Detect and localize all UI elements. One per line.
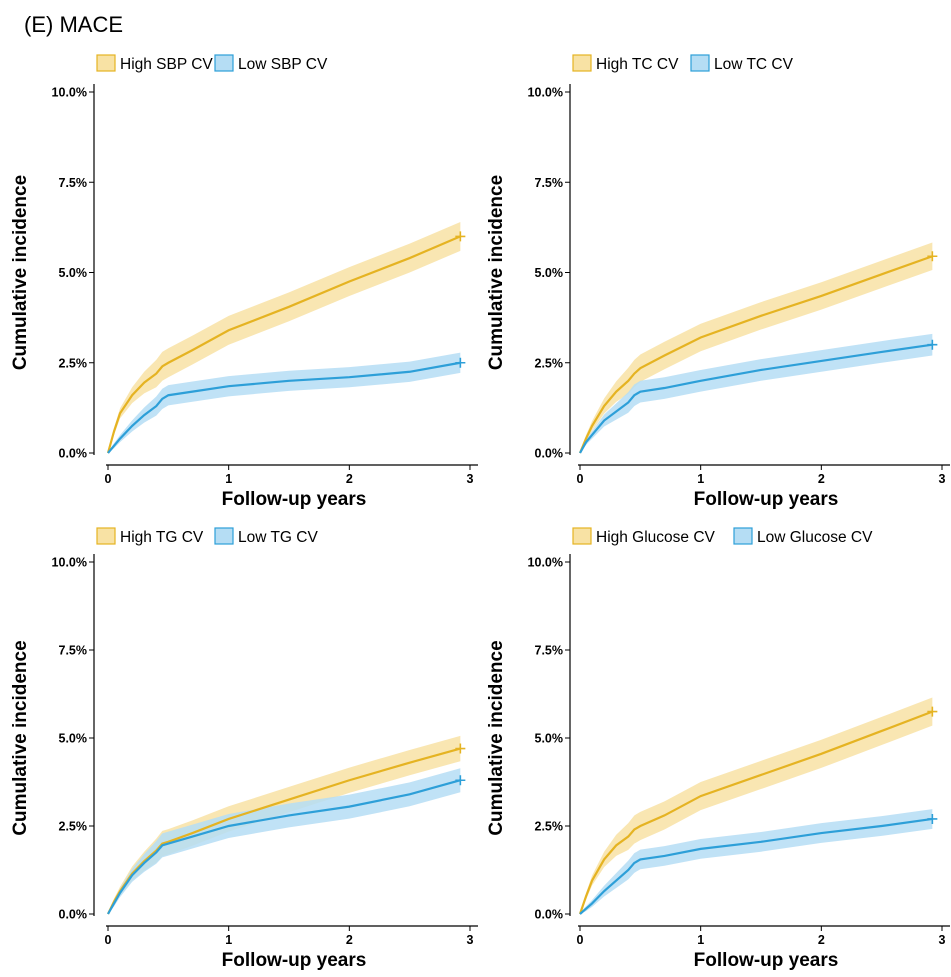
censor-mark	[455, 357, 466, 368]
y-tick-label: 2.5%	[535, 820, 564, 834]
chart-panel-glucose: 0.0% 2.5% 5.0% 7.5% 10.0% 0 1 2 3 Follow-up years…	[486, 527, 950, 971]
censor-mark	[455, 775, 466, 786]
x-tick-label: 1	[225, 933, 232, 947]
series-line-high	[106, 235, 461, 454]
x-tick-label: 2	[346, 933, 353, 947]
series-line-high	[578, 255, 933, 454]
x-tick-label: 2	[818, 472, 825, 486]
censor-mark	[927, 813, 938, 824]
censor-mark	[455, 743, 466, 754]
ci-band-low	[108, 352, 461, 453]
y-tick-label: 0.0%	[59, 447, 88, 461]
legend-swatch-high	[572, 527, 592, 545]
censor-mark	[927, 251, 938, 262]
x-tick-label: 1	[225, 472, 232, 486]
series-line-low	[579, 817, 933, 915]
x-tick-label: 0	[577, 472, 584, 486]
legend-label-low: Low SBP CV	[238, 56, 328, 73]
chart-panel-sbp: 0.0% 2.5% 5.0% 7.5% 10.0% 0 1 2 3 Follow-up years…	[10, 54, 478, 510]
y-tick-label: 7.5%	[59, 644, 88, 658]
legend-swatch-low	[214, 54, 234, 72]
y-axis-title: Cumulative incidence	[10, 175, 31, 370]
x-tick-label: 0	[577, 933, 584, 947]
x-axis-title: Follow-up years	[222, 489, 367, 510]
legend-swatch-high	[96, 527, 116, 545]
ci-band-low	[580, 333, 933, 453]
censor-mark	[455, 231, 466, 242]
legend-label-low: Low TG CV	[238, 529, 318, 546]
ci-band-low	[580, 809, 933, 914]
series-line-low	[107, 779, 461, 915]
y-tick-label: 2.5%	[535, 356, 564, 370]
y-tick-label: 5.0%	[59, 266, 88, 280]
legend-label-high: High TG CV	[120, 529, 204, 546]
x-axis-title: Follow-up years	[694, 950, 839, 971]
x-tick-label: 1	[697, 472, 704, 486]
x-tick-label: 0	[105, 933, 112, 947]
y-axis-title: Cumulative incidence	[10, 640, 31, 835]
ci-band-low	[108, 768, 461, 914]
x-tick-label: 3	[467, 472, 474, 486]
x-tick-label: 2	[346, 472, 353, 486]
y-tick-label: 10.0%	[52, 556, 87, 570]
y-axis-title: Cumulative incidence	[486, 175, 507, 370]
legend-swatch-high	[96, 54, 116, 72]
ci-band-high	[108, 735, 461, 914]
chart-panel-tc: 0.0% 2.5% 5.0% 7.5% 10.0% 0 1 2 3 Follow-up years…	[486, 54, 950, 510]
y-tick-label: 5.0%	[59, 732, 88, 746]
censor-mark	[927, 706, 938, 717]
x-tick-label: 3	[467, 933, 474, 947]
y-tick-label: 2.5%	[59, 356, 88, 370]
y-tick-label: 7.5%	[59, 176, 88, 190]
y-tick-label: 0.0%	[535, 447, 564, 461]
y-tick-label: 5.0%	[535, 732, 564, 746]
x-axis-title: Follow-up years	[222, 950, 367, 971]
legend-label-low: Low Glucose CV	[757, 529, 873, 546]
y-tick-label: 7.5%	[535, 644, 564, 658]
y-tick-label: 0.0%	[59, 908, 88, 922]
x-tick-label: 1	[697, 933, 704, 947]
ci-band-high	[580, 242, 933, 453]
censor-mark	[927, 339, 938, 350]
x-tick-label: 3	[939, 933, 946, 947]
legend-swatch-low	[733, 527, 753, 545]
x-axis-title: Follow-up years	[694, 489, 839, 510]
y-tick-label: 10.0%	[528, 556, 563, 570]
legend-label-low: Low TC CV	[714, 56, 794, 73]
y-tick-label: 0.0%	[535, 908, 564, 922]
y-tick-label: 10.0%	[52, 86, 87, 100]
legend-swatch-high	[572, 54, 592, 72]
legend-swatch-low	[214, 527, 234, 545]
chart-panel-tg: 0.0% 2.5% 5.0% 7.5% 10.0% 0 1 2 3 Follow-up years…	[10, 527, 478, 971]
x-tick-label: 3	[939, 472, 946, 486]
x-tick-label: 0	[105, 472, 112, 486]
y-tick-label: 5.0%	[535, 266, 564, 280]
series-line-low	[107, 361, 461, 454]
legend-label-high: High TC CV	[596, 56, 679, 73]
legend-label-high: High SBP CV	[120, 56, 213, 73]
x-tick-label: 2	[818, 933, 825, 947]
legend-label-high: High Glucose CV	[596, 529, 716, 546]
legend-swatch-low	[690, 54, 710, 72]
y-tick-label: 2.5%	[59, 820, 88, 834]
y-tick-label: 7.5%	[535, 176, 564, 190]
ci-band-high	[108, 221, 461, 453]
y-axis-title: Cumulative incidence	[486, 640, 507, 835]
y-tick-label: 10.0%	[528, 86, 563, 100]
figure-title: (E) MACE	[24, 12, 123, 37]
series-line-low	[579, 343, 933, 454]
ci-band-high	[580, 697, 933, 914]
series-line-high	[578, 710, 933, 915]
